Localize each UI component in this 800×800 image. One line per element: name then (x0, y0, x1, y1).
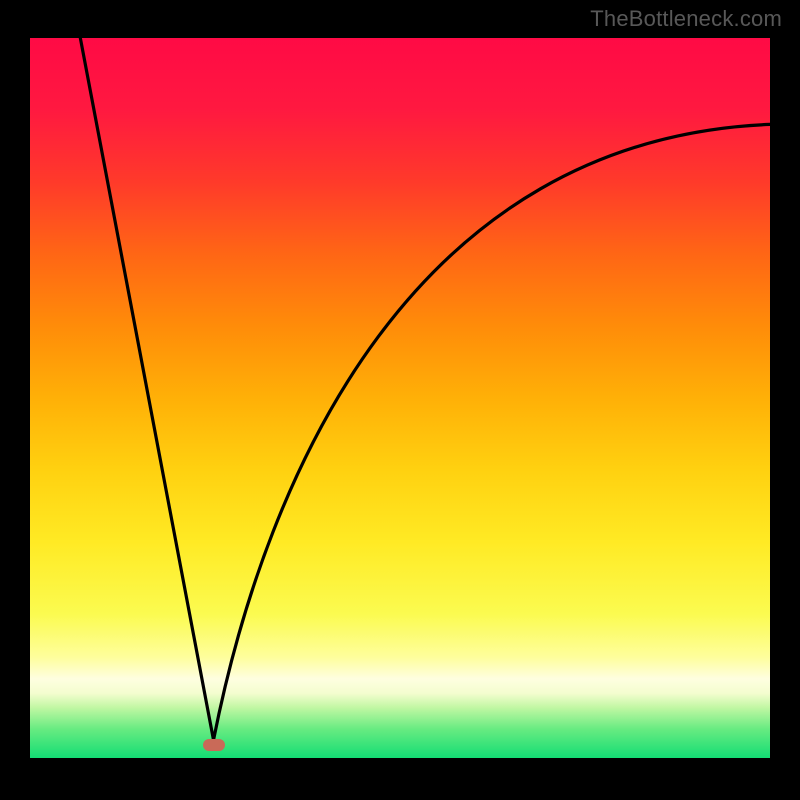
curve-left-branch (80, 38, 213, 740)
plot-area (30, 38, 770, 758)
chart-container: TheBottleneck.com (0, 0, 800, 800)
curve-right-branch (214, 124, 770, 740)
bottleneck-curve (30, 38, 770, 758)
watermark-text: TheBottleneck.com (590, 6, 782, 32)
dip-marker (203, 739, 225, 751)
